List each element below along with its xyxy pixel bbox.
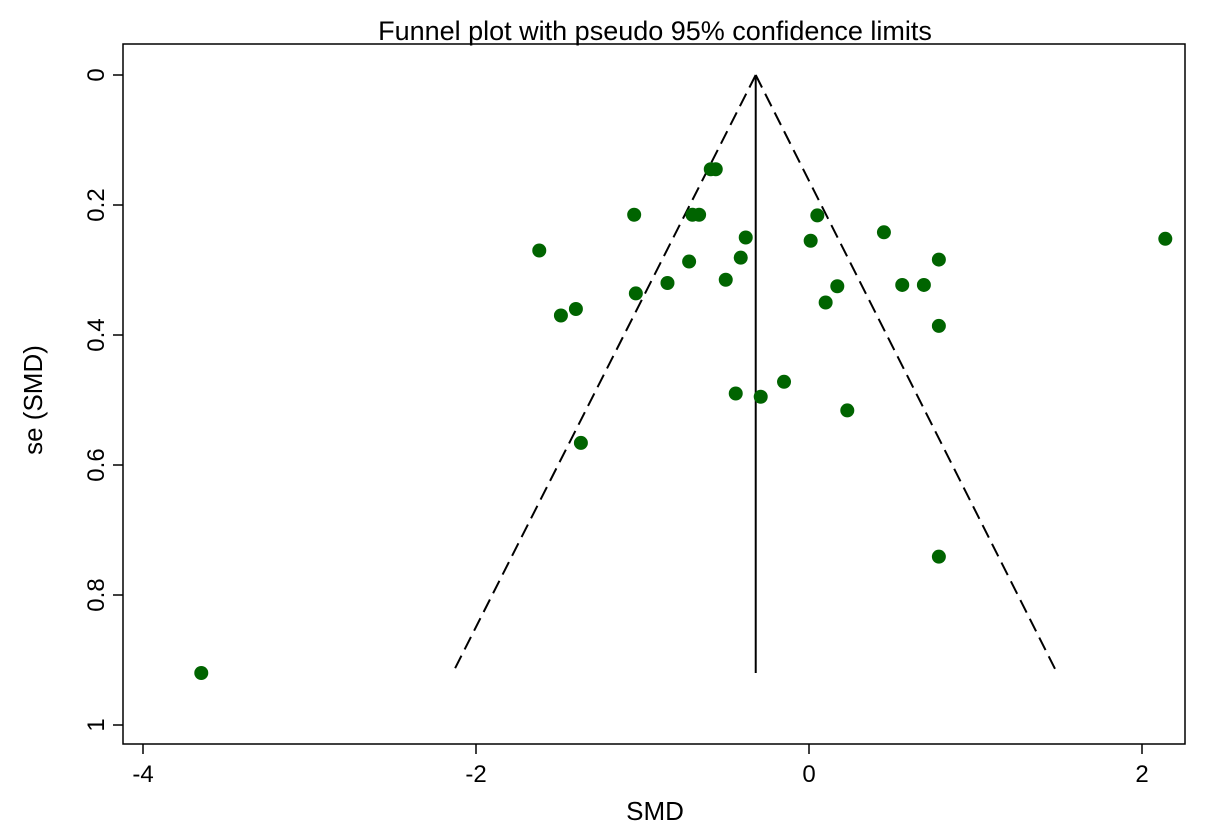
data-point (777, 374, 792, 389)
confidence-limit-lines (451, 74, 1058, 674)
data-point (718, 272, 733, 287)
data-point (194, 666, 209, 680)
data-point (830, 279, 845, 294)
data-point (931, 318, 946, 333)
y-axis: 0 0.2 0.4 0.6 0.8 1 (83, 68, 123, 732)
x-axis: -4 -2 0 2 (132, 744, 1149, 788)
data-point (627, 207, 642, 222)
data-point (733, 250, 748, 265)
data-point (895, 277, 910, 292)
data-point (803, 233, 818, 248)
x-tick-label: 2 (1135, 761, 1148, 788)
data-point (568, 302, 583, 316)
data-point (810, 208, 825, 223)
data-point (682, 254, 697, 269)
y-tick-label: 0.2 (83, 188, 110, 221)
y-tick-label: 0.4 (83, 318, 110, 351)
data-point (660, 276, 675, 290)
data-point (840, 403, 855, 418)
data-point (532, 243, 547, 258)
data-point (818, 295, 833, 310)
data-point (708, 162, 723, 177)
data-point (628, 286, 643, 301)
y-tick-label: 0 (83, 68, 110, 81)
ci-line-right (754, 74, 1058, 674)
x-tick-label: -4 (132, 761, 153, 788)
y-axis-label: se (SMD) (18, 345, 48, 455)
data-point (728, 386, 743, 401)
data-point (692, 207, 707, 222)
y-tick-label: 0.6 (83, 448, 110, 481)
data-point (931, 549, 946, 564)
study-points (194, 162, 1173, 680)
y-tick-label: 0.8 (83, 578, 110, 611)
data-point (753, 389, 768, 404)
x-tick-label: 0 (802, 761, 815, 788)
plot-frame (122, 43, 1186, 745)
x-tick-label: -2 (465, 761, 486, 788)
data-point (573, 435, 588, 450)
data-point (738, 230, 753, 245)
x-axis-label: SMD (626, 796, 684, 826)
chart-title: Funnel plot with pseudo 95% confidence l… (378, 16, 932, 46)
data-point (916, 277, 931, 292)
data-point (553, 308, 568, 323)
data-point (931, 252, 946, 267)
data-point (876, 225, 891, 240)
y-tick-label: 1 (83, 718, 110, 731)
ci-line-left (451, 74, 757, 674)
data-point (1158, 231, 1173, 246)
